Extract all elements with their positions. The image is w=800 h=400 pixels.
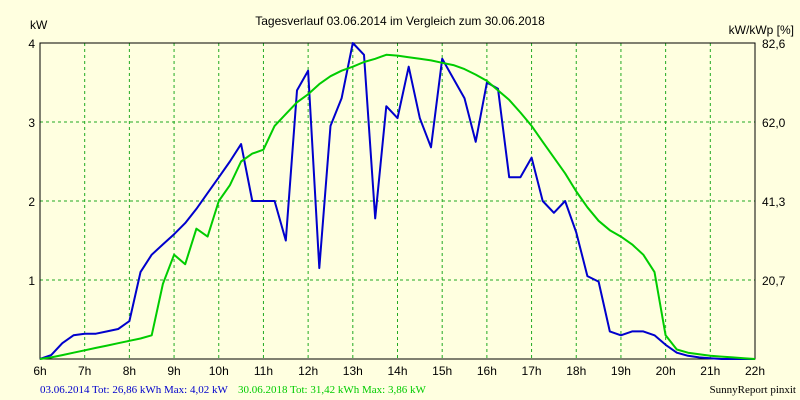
x-tick-label: 15h <box>432 364 452 378</box>
y-tick-label-left: 1 <box>28 274 35 288</box>
y-axis-label-left: kW <box>30 18 48 32</box>
footer-series1-summary: 03.06.2014 Tot: 26,86 kWh Max: 4,02 kW <box>40 384 228 396</box>
axes <box>39 42 756 360</box>
y-tick-label-right: 62,0 <box>762 116 786 130</box>
y-tick-label-right: 41,3 <box>762 195 786 209</box>
series-line-2 <box>39 53 756 360</box>
grid-lines <box>40 43 755 359</box>
series-line-1 <box>39 42 755 360</box>
series-lines <box>39 42 756 360</box>
x-tick-label: 9h <box>167 364 180 378</box>
x-tick-label: 13h <box>343 364 363 378</box>
footer-series2-summary: 30.06.2018 Tot: 31,42 kWh Max: 3,86 kW <box>238 384 426 396</box>
plot-frame <box>39 42 756 360</box>
y-tick-label-left: 4 <box>28 37 35 51</box>
x-tick-label: 7h <box>78 364 91 378</box>
y-tick-label-left: 3 <box>28 116 35 130</box>
x-tick-label: 11h <box>254 364 273 378</box>
x-tick-label: 14h <box>387 364 407 378</box>
x-tick-label: 16h <box>477 364 497 378</box>
chart-title: Tagesverlauf 03.06.2014 im Vergleich zum… <box>255 14 545 28</box>
x-tick-label: 10h <box>209 364 229 378</box>
y-tick-label-right: 82,6 <box>762 37 786 51</box>
x-tick-label: 22h <box>745 364 765 378</box>
x-tick-label: 20h <box>656 364 676 378</box>
tick-labels: 6h 7h 8h 9h 10h 11h 12h 13h 14h 15h 16h 17h 18h 19h 20… <box>28 37 785 378</box>
x-tick-label: 19h <box>611 364 631 378</box>
x-tick-label: 12h <box>298 364 318 378</box>
y-axis-label-right: kW/kWp [%] <box>729 23 794 37</box>
y-tick-label-right: 20,7 <box>762 274 786 288</box>
x-tick-label: 6h <box>33 364 46 378</box>
x-tick-label: 17h <box>522 364 542 378</box>
x-tick-label: 21h <box>700 364 720 378</box>
x-tick-label: 8h <box>123 364 136 378</box>
footer-brand: SunnyReport pinxit <box>710 384 796 396</box>
x-tick-label: 18h <box>566 364 586 378</box>
y-tick-label-left: 2 <box>28 195 35 209</box>
